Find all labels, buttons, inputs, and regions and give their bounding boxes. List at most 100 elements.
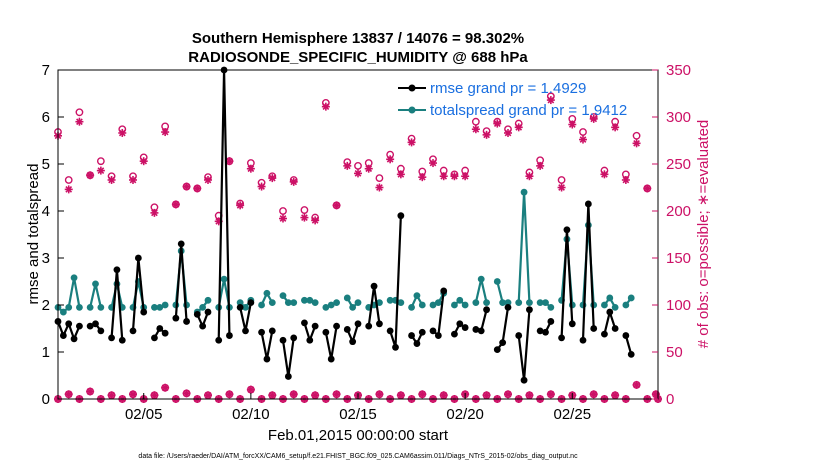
spread-point: [59, 308, 67, 316]
obs-low-evaluated-marker: [107, 391, 116, 400]
spread-line-segment: [89, 282, 102, 308]
rmse-point: [547, 318, 555, 325]
obs-evaluated-marker: [300, 213, 309, 222]
obs-possible-marker: [375, 174, 384, 183]
spread-point: [408, 303, 415, 311]
rmse-point: [601, 330, 608, 338]
spread-point: [451, 301, 458, 309]
rmse-line-segment: [110, 268, 124, 341]
spread-point: [622, 301, 630, 309]
spread-point: [413, 292, 421, 299]
rmse-point: [418, 328, 426, 336]
rmse-point: [247, 299, 255, 307]
spread-point: [306, 296, 314, 304]
spread-point: [311, 299, 319, 307]
rmse-point: [606, 308, 614, 316]
rmse-line-segment: [389, 215, 402, 349]
spread-point: [477, 275, 485, 283]
series-lines: [54, 66, 635, 384]
spread-point: [601, 301, 608, 309]
obs-evaluated-marker: [171, 200, 180, 209]
obs-low-evaluated-marker: [225, 390, 234, 399]
obs-evaluated-marker: [107, 175, 116, 184]
obs-low-evaluated-marker: [525, 391, 534, 400]
rmse-point: [65, 320, 73, 328]
rmse-point: [333, 322, 340, 330]
chart-subtitle: RADIOSONDE_SPECIFIC_HUMIDITY @ 688 hPa: [188, 49, 528, 66]
rmse-line-segment: [174, 242, 188, 322]
spread-point: [161, 301, 169, 309]
obs-low-evaluated-marker: [86, 387, 95, 396]
rmse-point: [558, 334, 565, 342]
spread-point: [504, 299, 512, 307]
spread-point: [258, 301, 265, 309]
obs-low-evaluated-marker: [150, 391, 159, 400]
obs-evaluated-marker: [96, 166, 105, 175]
obs-low-evaluated-marker: [246, 385, 255, 394]
rmse-point: [408, 332, 415, 339]
spread-point: [343, 294, 351, 302]
rmse-point: [365, 322, 373, 330]
rmse-point: [461, 324, 469, 331]
rmse-point: [536, 327, 544, 335]
spread-point: [397, 299, 405, 307]
rmse-point: [520, 376, 528, 384]
rmse-point: [526, 306, 533, 314]
rmse-point: [322, 328, 330, 336]
rmse-point: [590, 325, 598, 332]
spread-point: [627, 294, 635, 302]
spread-point: [263, 289, 271, 297]
rmse-point: [434, 332, 442, 339]
obs-low-evaluated-marker: [332, 390, 341, 399]
y-right-tick-label: 50: [666, 344, 683, 361]
rmse-point: [472, 326, 480, 333]
obs-evaluated-marker: [343, 161, 352, 170]
rmse-point: [193, 311, 201, 318]
rmse-point: [290, 334, 298, 342]
obs-possible-marker: [632, 131, 641, 140]
obs-possible-marker: [279, 207, 287, 215]
obs-evaluated-marker: [354, 169, 362, 178]
rmse-point: [76, 322, 83, 330]
spread-point: [220, 275, 228, 283]
rmse-point: [451, 330, 458, 338]
rmse-point: [151, 334, 158, 342]
spread-point: [349, 303, 357, 311]
left-axis: 0 1 2 3 4 5 6 7: [42, 62, 64, 408]
spread-point: [483, 299, 490, 307]
legend-rmse-marker: [408, 84, 416, 92]
rmse-point: [263, 355, 271, 363]
y-right-tick-label: 250: [666, 156, 691, 173]
rmse-line-segment: [517, 309, 531, 382]
obs-evaluated-marker: [86, 171, 95, 180]
x-axis-label: Feb.01,2015 00:00:00 start: [268, 427, 449, 444]
obs-evaluated-marker: [557, 183, 566, 192]
obs-evaluated-marker: [386, 155, 395, 164]
obs-evaluated-marker: [471, 125, 480, 134]
obs-evaluated-marker: [364, 164, 373, 173]
obs-evaluated-marker: [268, 174, 277, 183]
spread-point: [611, 303, 619, 311]
rmse-point: [226, 332, 233, 339]
rmse-point: [92, 320, 99, 328]
obs-evaluated-marker: [75, 117, 84, 126]
obs-evaluated-marker: [375, 183, 384, 192]
obs-evaluated-marker: [632, 139, 641, 148]
legend: rmse grand pr = 1.4929 totalspread grand…: [398, 80, 627, 119]
chart-title: Southern Hemisphere 13837 / 14076 = 98.3…: [192, 30, 524, 47]
spread-point: [70, 274, 78, 282]
spread-point: [199, 303, 207, 311]
rmse-point: [59, 332, 67, 339]
spread-point: [322, 303, 330, 311]
rmse-point: [477, 327, 485, 335]
spread-point: [515, 299, 523, 307]
rmse-point: [215, 336, 223, 344]
rmse-point: [140, 308, 148, 316]
x-tick-label: 02/15: [339, 406, 377, 423]
obs-low-evaluated-marker: [268, 391, 277, 400]
obs-evaluated-marker: [236, 201, 245, 210]
obs-evaluated-marker: [193, 184, 202, 193]
right-axis: 0 50 100 150 200 250 300 350: [652, 62, 691, 408]
obs-evaluated-marker: [321, 102, 330, 111]
rmse-point: [456, 320, 464, 328]
